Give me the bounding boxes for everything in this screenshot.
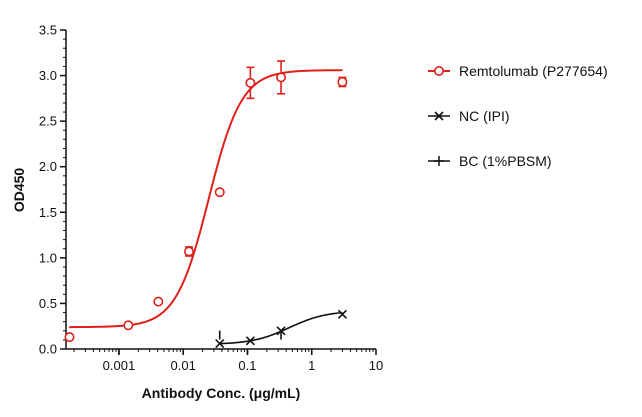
- legend-item: BC (1%PBSM): [428, 153, 552, 169]
- x-tick-label: 0.01: [171, 358, 196, 373]
- y-tick-label: 0.5: [39, 296, 57, 311]
- x-tick-label: 10: [369, 358, 383, 373]
- legend-label: BC (1%PBSM): [459, 153, 552, 169]
- y-tick-label: 1.0: [39, 250, 57, 265]
- data-point-remtolumab: [64, 332, 75, 343]
- y-tick-label: 2.5: [39, 114, 57, 129]
- x-axis-title: Antibody Conc. (μg/mL): [142, 385, 301, 401]
- data-point-remtolumab: [153, 296, 164, 307]
- data-point-nc: [215, 338, 225, 349]
- x-stroke: [337, 309, 347, 319]
- data-points: [64, 60, 348, 349]
- data-point-nc: [245, 336, 255, 346]
- legend-item: NC (IPI): [428, 108, 510, 124]
- y-tick-label: 1.5: [39, 205, 57, 220]
- axis-ticks: 0.0 0.5 1.0 1.5 2.0 2.5 3.0 3.5 0.001 0.01 0.1 1 10: [39, 23, 383, 374]
- y-tick-label: 2.0: [39, 159, 57, 174]
- legend-label: NC (IPI): [459, 108, 510, 124]
- data-point-remtolumab: [123, 320, 134, 331]
- data-point-remtolumab: [276, 72, 287, 83]
- legend-marker: [434, 156, 444, 166]
- x-tick-label: 1: [308, 358, 315, 373]
- legend: Remtolumab (P277654) NC (IPI) BC (1%PBSM): [428, 63, 608, 169]
- y-tick-label: 3.0: [39, 68, 57, 83]
- fit-curves: [69, 69, 343, 345]
- data-point-remtolumab: [214, 187, 225, 198]
- legend-marker: [433, 66, 444, 77]
- x-stroke: [245, 336, 255, 346]
- legend-label: Remtolumab (P277654): [459, 63, 608, 79]
- fit-curve-0: [69, 69, 343, 329]
- axes: [65, 30, 376, 350]
- data-point-nc: [337, 309, 347, 319]
- data-point-remtolumab: [337, 76, 348, 87]
- y-axis-title: OD450: [11, 168, 27, 213]
- x-tick-label: 0.1: [238, 358, 256, 373]
- x-stroke: [434, 111, 444, 121]
- data-point-remtolumab: [245, 77, 256, 88]
- legend-item: Remtolumab (P277654): [428, 63, 608, 79]
- data-point-remtolumab: [183, 246, 194, 257]
- x-stroke: [215, 338, 225, 349]
- y-tick-label: 0.0: [39, 342, 57, 357]
- legend-marker: [434, 111, 444, 121]
- y-tick-label: 3.5: [39, 23, 57, 38]
- x-tick-label: 0.001: [103, 358, 136, 373]
